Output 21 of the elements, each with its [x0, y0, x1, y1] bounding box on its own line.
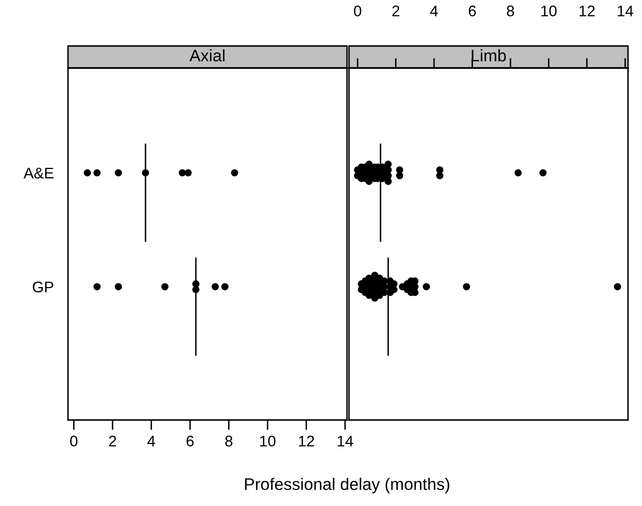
- x-tick-label: 0: [70, 436, 78, 446]
- x-tick-label: 6: [468, 6, 476, 16]
- x-tick-label: 0: [354, 6, 362, 16]
- y-tick-label: GP: [32, 282, 54, 292]
- x-tick-label: 8: [225, 436, 232, 446]
- x-tick-label: 4: [430, 6, 438, 16]
- x-tick-label: 14: [338, 436, 354, 446]
- x-tick-label: 6: [186, 436, 194, 446]
- x-tick-label: 2: [109, 436, 116, 446]
- chart-title: Limb: [472, 49, 506, 62]
- x-tick-label: 8: [506, 6, 514, 16]
- x-tick-label: 14: [618, 6, 634, 16]
- x-tick-label: 10: [541, 6, 557, 16]
- x-tick-label: 12: [580, 6, 595, 16]
- x-tick-label: 2: [392, 6, 400, 16]
- x-axis-title: Professional delay (months): [245, 478, 450, 494]
- x-tick-label: 4: [147, 436, 156, 446]
- y-tick-label: A&E: [24, 168, 54, 178]
- chart-title: Axial: [189, 49, 224, 62]
- x-tick-label: 12: [298, 436, 314, 446]
- x-tick-label: 10: [260, 436, 276, 446]
